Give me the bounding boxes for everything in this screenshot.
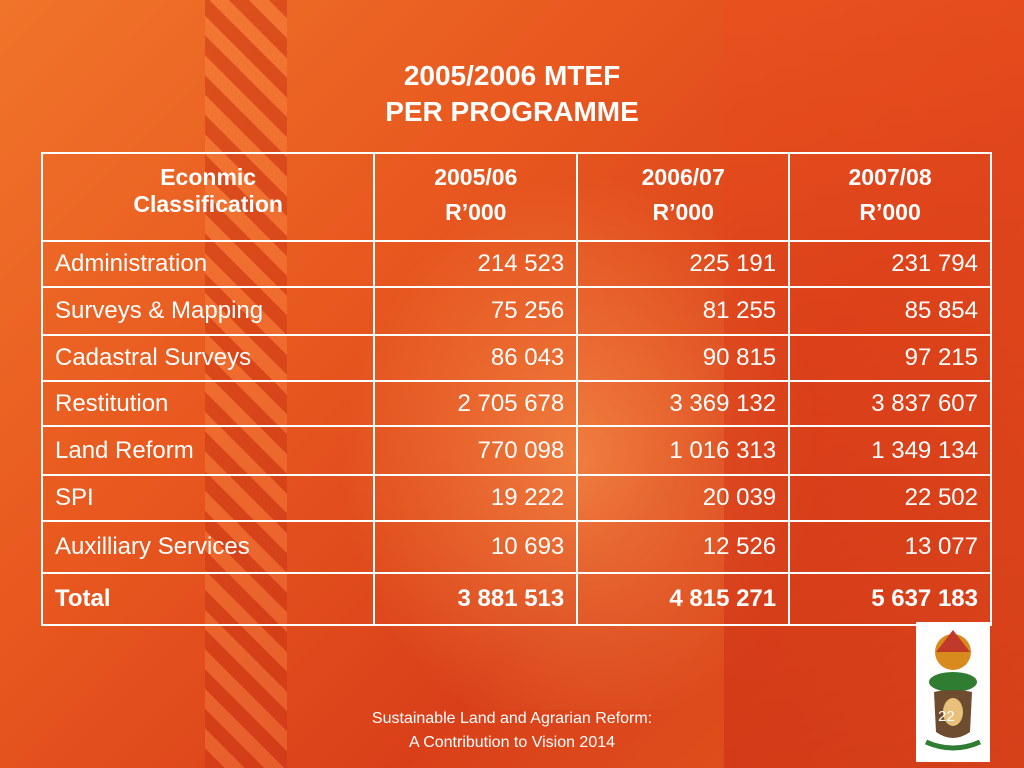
cell-value: 97 215 — [788, 334, 992, 382]
header-unit: R’000 — [859, 199, 921, 225]
cell-value: 90 815 — [576, 334, 791, 382]
table-row-total: Total 3 881 513 4 815 271 5 637 183 — [40, 572, 992, 626]
cell-value: 81 255 — [576, 286, 791, 336]
cell-value: 1 349 134 — [788, 425, 992, 476]
cell-value: 3 837 607 — [788, 380, 992, 427]
header-label: 2006/07 — [641, 164, 725, 190]
header-label: Classification — [133, 191, 283, 217]
table-row: Land Reform 770 098 1 016 313 1 349 134 — [40, 425, 992, 476]
row-label: Land Reform — [40, 425, 376, 476]
cell-value: 1 016 313 — [576, 425, 791, 476]
slide-title: 2005/2006 MTEF PER PROGRAMME — [0, 58, 1024, 130]
cell-value: 3 369 132 — [576, 380, 791, 427]
header-year-2007: 2007/08 R’000 — [788, 152, 992, 242]
cell-value: 20 039 — [576, 474, 791, 522]
cell-value: 2 705 678 — [373, 380, 579, 427]
cell-value: 5 637 183 — [788, 572, 992, 626]
header-label: Econmic — [160, 164, 257, 190]
cell-value: 86 043 — [373, 334, 579, 382]
table-row: Restitution 2 705 678 3 369 132 3 837 60… — [40, 380, 992, 427]
row-label: Cadastral Surveys — [40, 334, 376, 382]
table-header-row: Econmic Classification 2005/06 R’000 200… — [40, 152, 992, 242]
cell-value: 214 523 — [373, 240, 579, 288]
row-label: Administration — [40, 240, 376, 288]
header-label: 2007/08 — [848, 164, 932, 190]
page-number: 22 — [938, 708, 955, 725]
table-row: Administration 214 523 225 191 231 794 — [40, 240, 992, 288]
cell-value: 4 815 271 — [576, 572, 791, 626]
cell-value: 231 794 — [788, 240, 992, 288]
cell-value: 85 854 — [788, 286, 992, 336]
table-row: Cadastral Surveys 86 043 90 815 97 215 — [40, 334, 992, 382]
footer-line2: A Contribution to Vision 2014 — [408, 734, 616, 751]
header-unit: R’000 — [445, 199, 507, 225]
row-label: SPI — [40, 474, 376, 522]
cell-value: 12 526 — [576, 520, 791, 574]
table-row: Surveys & Mapping 75 256 81 255 85 854 — [40, 286, 992, 336]
row-label: Total — [40, 572, 376, 626]
slide-footer: Sustainable Land and Agrarian Reform: A … — [300, 707, 724, 755]
cell-value: 75 256 — [373, 286, 579, 336]
cell-value: 13 077 — [788, 520, 992, 574]
coat-of-arms-icon — [916, 622, 990, 762]
header-year-2005: 2005/06 R’000 — [373, 152, 579, 242]
row-label: Auxilliary Services — [40, 520, 376, 574]
footer-line1: Sustainable Land and Agrarian Reform: — [371, 710, 653, 727]
row-label: Restitution — [40, 380, 376, 427]
header-label: 2005/06 — [434, 164, 518, 190]
table-row: Auxilliary Services 10 693 12 526 13 077 — [40, 520, 992, 574]
cell-value: 770 098 — [373, 425, 579, 476]
row-label: Surveys & Mapping — [40, 286, 376, 336]
cell-value: 10 693 — [373, 520, 579, 574]
header-year-2006: 2006/07 R’000 — [576, 152, 791, 242]
cell-value: 225 191 — [576, 240, 791, 288]
cell-value: 19 222 — [373, 474, 579, 522]
table-row: SPI 19 222 20 039 22 502 — [40, 474, 992, 522]
mtef-table: Econmic Classification 2005/06 R’000 200… — [40, 152, 992, 626]
header-unit: R’000 — [652, 199, 714, 225]
slide-title-line2: PER PROGRAMME — [385, 96, 639, 127]
slide-title-line1: 2005/2006 MTEF — [403, 60, 621, 91]
cell-value: 22 502 — [788, 474, 992, 522]
header-classification: Econmic Classification — [40, 152, 376, 242]
cell-value: 3 881 513 — [373, 572, 579, 626]
